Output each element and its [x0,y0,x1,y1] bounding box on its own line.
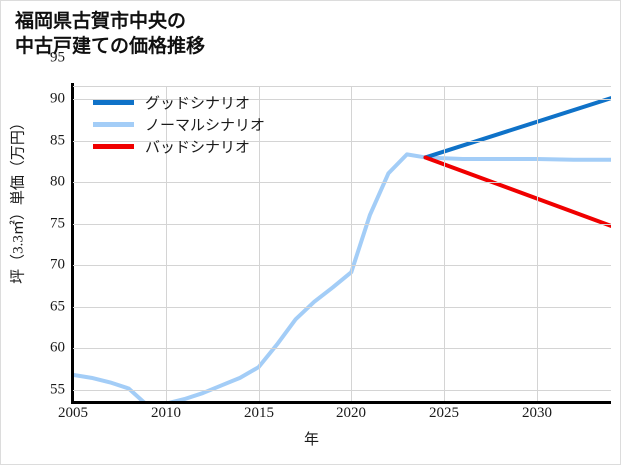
axis-line-bottom [71,401,611,404]
x-tick-2030: 2030 [522,405,552,421]
x-tick-2020: 2020 [336,405,366,421]
gridline-x-2020 [351,86,352,401]
line-good-scenario [423,96,611,160]
gridline-x-2025 [444,86,445,401]
y-tick-70: 70 [50,256,65,273]
legend-swatch-normal-icon [93,121,134,127]
y-tick-65: 65 [50,298,65,315]
x-axis-label: 年 [303,432,319,448]
y-axis-label: 坪（3.3㎡）単価（万円） [10,115,27,284]
gridline-y-95 [73,86,611,87]
gridline-x-2030 [537,86,538,401]
line-bad-scenario [423,155,611,228]
legend-label-normal: ノーマルシナリオ [145,117,266,134]
y-tick-80: 80 [50,173,65,190]
plot-area [71,83,611,404]
gridline-y-70 [73,265,611,266]
y-tick-75: 75 [50,215,65,232]
page-title: 福岡県古賀市中央の 中古戸建ての価格推移 [15,10,206,58]
y-tick-55: 55 [50,381,65,398]
gridline-x-2015 [259,86,260,401]
gridline-y-85 [73,141,611,142]
legend-swatch-good-icon [93,99,134,105]
x-tick-2015: 2015 [244,405,274,421]
gridline-y-90 [73,99,611,100]
legend-label-bad: バッドシナリオ [145,139,251,156]
legend-item-normal: ノーマルシナリオ [93,113,303,135]
y-tick-95: 95 [50,49,65,66]
gridline-y-60 [73,348,611,349]
legend-item-bad: バッドシナリオ [93,135,303,157]
legend-label-good: グッドシナリオ [145,95,251,112]
legend-item-good: グッドシナリオ [93,91,303,113]
line-normal-scenario [73,152,611,401]
x-tick-2005: 2005 [58,405,88,421]
gridline-y-80 [73,182,611,183]
x-tick-2025: 2025 [429,405,459,421]
x-tick-2010: 2010 [151,405,181,421]
y-tick-60: 60 [50,339,65,356]
chart-legend: グッドシナリオ ノーマルシナリオ バッドシナリオ [93,91,303,157]
gridline-x-2010 [166,86,167,401]
gridline-y-75 [73,224,611,225]
gridline-y-55 [73,390,611,391]
y-tick-90: 90 [50,90,65,107]
gridline-y-65 [73,307,611,308]
y-tick-85: 85 [50,132,65,149]
series-lines [73,96,611,401]
axis-line-left [71,83,74,404]
legend-swatch-bad-icon [93,143,134,149]
